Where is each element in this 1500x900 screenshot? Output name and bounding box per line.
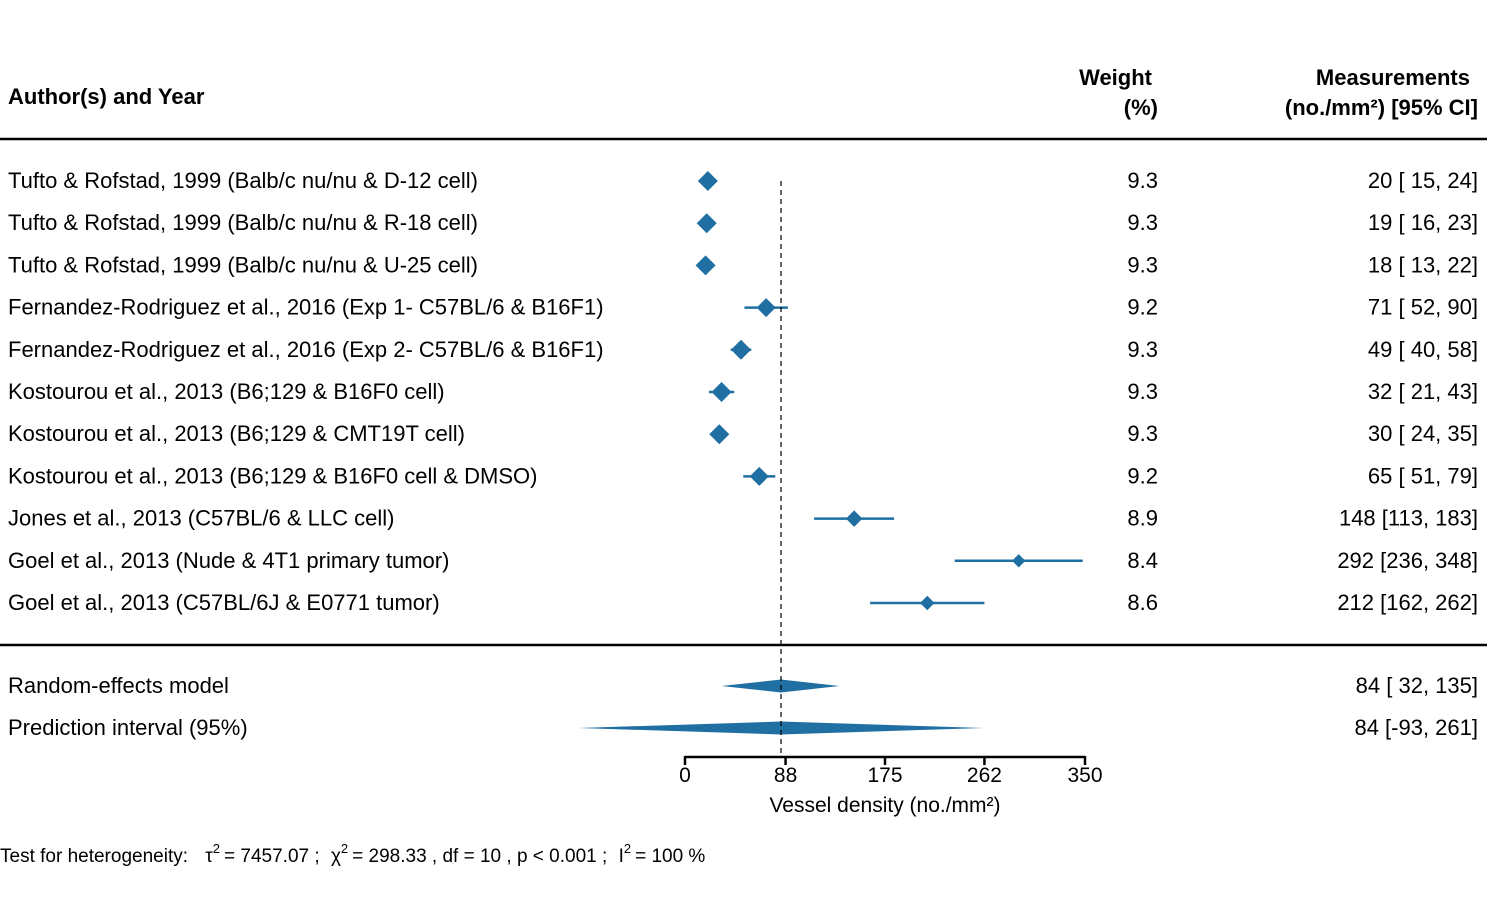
study-label: Tufto & Rofstad, 1999 (Balb/c nu/nu & U-…	[8, 252, 478, 277]
study-weight: 9.3	[1127, 379, 1158, 404]
study-estimate-ci: 20 [ 15, 24]	[1368, 168, 1478, 193]
footnote-chi-symbol: χ	[331, 846, 341, 867]
study-weight: 8.4	[1127, 548, 1158, 573]
point-estimate-marker	[697, 171, 718, 191]
footnote-chi-sup: 2	[341, 841, 348, 856]
summary-rows: Random-effects model 84 [ 32, 135] Predict…	[8, 673, 1478, 740]
study-label: Tufto & Rofstad, 1999 (Balb/c nu/nu & R-…	[8, 210, 478, 235]
summary-label: Prediction interval (95%)	[8, 715, 248, 740]
study-estimate-ci: 32 [ 21, 43]	[1368, 379, 1478, 404]
point-estimate-marker	[695, 255, 716, 276]
study-label: Goel et al., 2013 (Nude & 4T1 primary tu…	[8, 548, 449, 573]
study-row: Goel et al., 2013 (Nude & 4T1 primary tu…	[8, 548, 1478, 573]
study-label: Kostourou et al., 2013 (B6;129 & B16F0 c…	[8, 379, 445, 404]
point-estimate-marker	[756, 298, 776, 318]
study-label: Tufto & Rofstad, 1999 (Balb/c nu/nu & D-…	[8, 168, 478, 193]
point-estimate-marker	[845, 510, 863, 527]
footnote-tau-symbol: τ	[205, 846, 213, 867]
study-weight: 8.9	[1127, 506, 1158, 531]
study-weight: 9.2	[1127, 295, 1158, 320]
study-label: Jones et al., 2013 (C57BL/6 & LLC cell)	[8, 506, 394, 531]
weight-column-header: Weight	[1079, 65, 1153, 90]
point-estimate-marker	[920, 595, 935, 611]
study-weight: 9.3	[1127, 168, 1158, 193]
summary-row: Random-effects model 84 [ 32, 135]	[8, 673, 1478, 698]
study-estimate-ci: 71 [ 52, 90]	[1368, 295, 1478, 320]
study-estimate-ci: 148 [113, 183]	[1339, 506, 1478, 531]
study-row: Fernandez-Rodriguez et al., 2016 (Exp 1-…	[8, 295, 1478, 320]
study-weight: 9.3	[1127, 337, 1158, 362]
study-row: Kostourou et al., 2013 (B6;129 & B16F0 c…	[8, 379, 1478, 404]
study-estimate-ci: 212 [162, 262]	[1337, 590, 1478, 615]
weight-column-header-unit: (%)	[1124, 95, 1158, 120]
footnote-tau-sup: 2	[213, 841, 220, 856]
footnote-i-symbol: I	[619, 846, 624, 867]
study-row: Kostourou et al., 2013 (B6;129 & CMT19T …	[8, 421, 1478, 446]
study-rows: Tufto & Rofstad, 1999 (Balb/c nu/nu & D-…	[8, 168, 1478, 615]
measurements-column-header-unit: (no./mm²) [95% CI]	[1285, 95, 1478, 120]
study-row: Tufto & Rofstad, 1999 (Balb/c nu/nu & U-…	[8, 252, 1478, 277]
measurements-column-header: Measurements	[1316, 65, 1470, 90]
study-weight: 8.6	[1127, 590, 1158, 615]
study-label: Goel et al., 2013 (C57BL/6J & E0771 tumo…	[8, 590, 440, 615]
footnote-i-value: = 100 %	[635, 846, 705, 867]
study-estimate-ci: 18 [ 13, 22]	[1368, 252, 1478, 277]
footnote-tau-value: = 7457.07 ;	[224, 846, 320, 867]
prediction-interval-diamond	[578, 721, 984, 735]
study-label: Fernandez-Rodriguez et al., 2016 (Exp 1-…	[8, 295, 604, 320]
study-row: Tufto & Rofstad, 1999 (Balb/c nu/nu & D-…	[8, 168, 1478, 193]
study-weight: 9.3	[1127, 421, 1158, 446]
study-row: Kostourou et al., 2013 (B6;129 & B16F0 c…	[8, 463, 1478, 488]
footnote-chi-value: = 298.33 , df = 10 , p < 0.001 ;	[352, 846, 607, 867]
study-row: Goel et al., 2013 (C57BL/6J & E0771 tumo…	[8, 590, 1478, 615]
study-estimate-ci: 19 [ 16, 23]	[1368, 210, 1478, 235]
study-weight: 9.3	[1127, 210, 1158, 235]
study-label: Kostourou et al., 2013 (B6;129 & CMT19T …	[8, 421, 465, 446]
study-estimate-ci: 49 [ 40, 58]	[1368, 337, 1478, 362]
study-weight: 9.2	[1127, 463, 1158, 488]
x-tick-label: 350	[1067, 764, 1102, 787]
summary-row: Prediction interval (95%) 84 [-93, 261]	[8, 715, 1478, 740]
point-estimate-marker	[711, 382, 732, 402]
point-estimate-marker	[696, 213, 717, 234]
footnote-prefix: Test for heterogeneity:	[0, 846, 188, 867]
summary-label: Random-effects model	[8, 673, 229, 698]
x-axis-label: Vessel density (no./mm²)	[769, 794, 1000, 817]
x-axis: 0 88 175 262 350 Vessel density (no./mm²)	[679, 755, 1103, 817]
study-estimate-ci: 30 [ 24, 35]	[1368, 421, 1478, 446]
study-row: Jones et al., 2013 (C57BL/6 & LLC cell) 8…	[8, 506, 1478, 531]
point-estimate-marker	[709, 424, 730, 445]
study-estimate-ci: 65 [ 51, 79]	[1368, 463, 1478, 488]
study-row: Fernandez-Rodriguez et al., 2016 (Exp 2-…	[8, 337, 1478, 362]
study-estimate-ci: 292 [236, 348]	[1337, 548, 1478, 573]
study-label: Fernandez-Rodriguez et al., 2016 (Exp 2-…	[8, 337, 604, 362]
study-row: Tufto & Rofstad, 1999 (Balb/c nu/nu & R-…	[8, 210, 1478, 235]
study-label: Kostourou et al., 2013 (B6;129 & B16F0 c…	[8, 463, 538, 488]
footnote-i-sup: 2	[624, 841, 631, 856]
point-estimate-marker	[1012, 554, 1026, 568]
x-tick-label: 0	[679, 764, 691, 787]
study-weight: 9.3	[1127, 252, 1158, 277]
x-tick-label: 175	[867, 764, 902, 787]
point-estimate-marker	[731, 339, 751, 360]
point-estimate-marker	[749, 466, 769, 486]
x-tick-label: 88	[774, 764, 797, 787]
heterogeneity-footnote: Test for heterogeneity: τ2 = 7457.07 ; χ2…	[0, 841, 705, 867]
x-tick-label: 262	[967, 764, 1002, 787]
study-column-header: Author(s) and Year	[8, 84, 205, 109]
summary-estimate-ci: 84 [-93, 261]	[1354, 715, 1478, 740]
summary-estimate-ci: 84 [ 32, 135]	[1356, 673, 1478, 698]
